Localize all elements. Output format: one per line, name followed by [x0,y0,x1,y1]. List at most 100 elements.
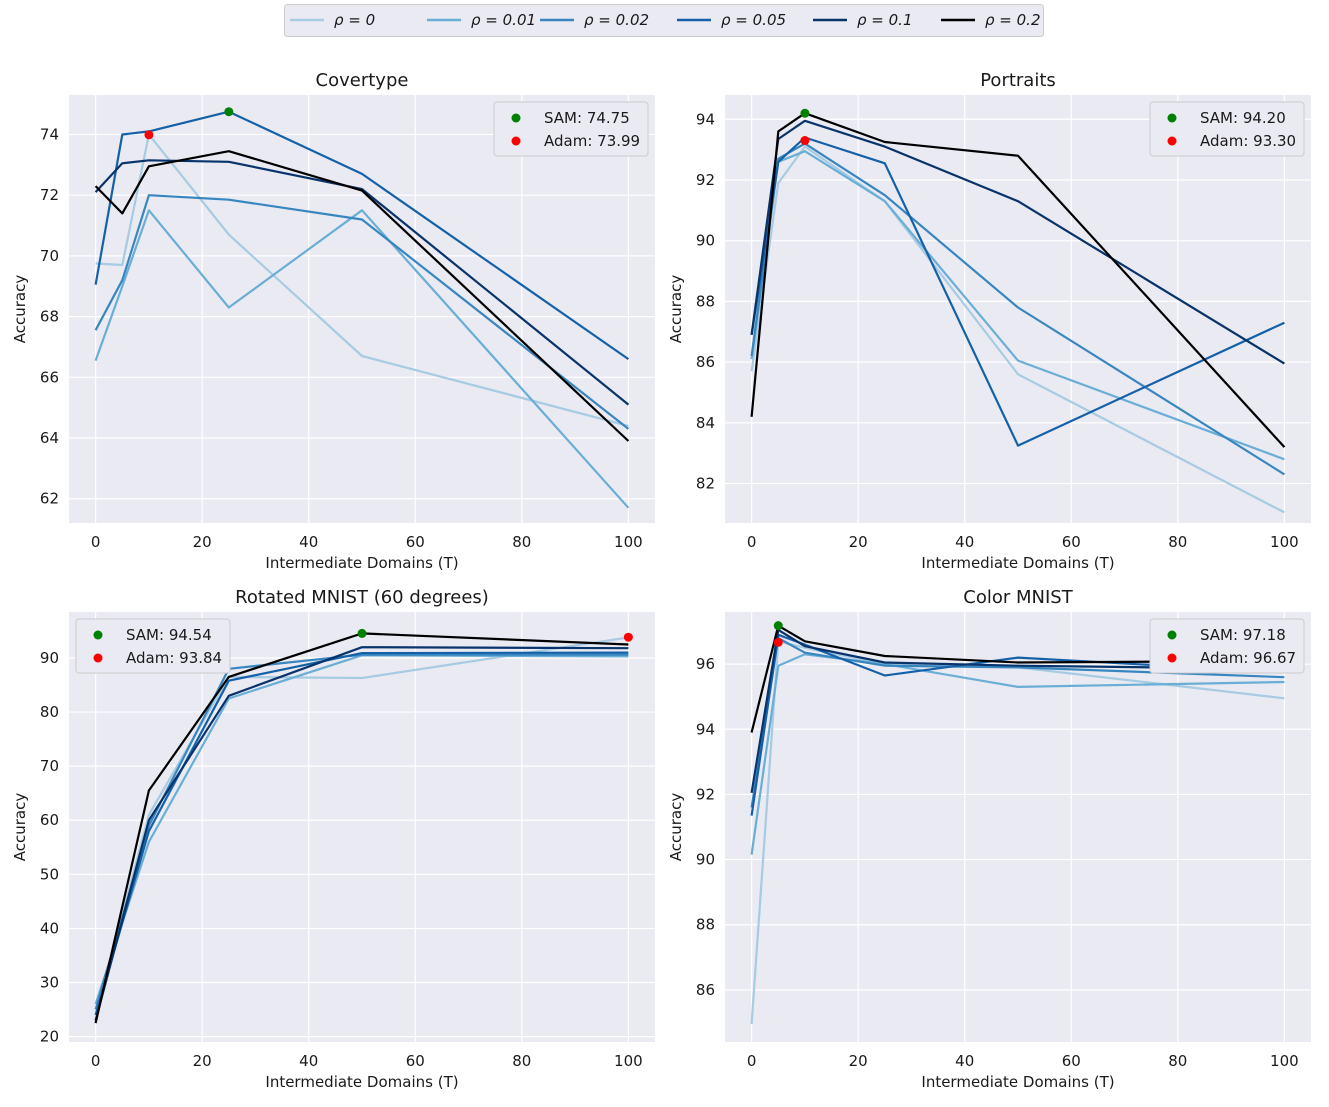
x-axis-label: Intermediate Domains (T) [921,1073,1114,1091]
series-line-0-01 [94,209,630,509]
y-tick-label: 68 [40,308,59,326]
y-tick-label: 90 [696,232,715,250]
adam-marker [800,136,810,146]
y-axis-label: Accuracy [11,275,29,344]
sam-legend-label: SAM: 97.18 [1200,626,1286,644]
y-tick-label: 88 [696,916,715,934]
y-tick-label: 74 [40,125,59,143]
y-tick-label: 88 [696,292,715,310]
adam-marker [773,637,783,647]
x-tick-label: 80 [1168,1052,1187,1070]
x-tick-label: 100 [1270,533,1299,551]
sam-legend-label: SAM: 94.54 [126,626,212,644]
y-tick-label: 90 [40,649,59,667]
legend-label-2: ρ = 0.02 [584,11,649,29]
panel-legend: SAM: 94.20 Adam: 93.30 [1149,101,1305,157]
adam-legend-marker [511,136,521,146]
series-line-0-1 [94,159,630,406]
y-tick-label: 86 [696,353,715,371]
legend-label-0: ρ = 0 [334,11,375,29]
x-tick-label: 40 [299,533,318,551]
y-tick-label: 82 [696,475,715,493]
chart-panel-rotated-mnist-60-degrees: 0 20 40 60 80 100 20 30 40 50 60 70 80 90 Rotated MNIS… [11,587,655,1091]
x-tick-label: 40 [299,1052,318,1070]
y-tick-label: 92 [696,171,715,189]
series-line-0 [95,133,629,427]
x-tick-label: 100 [1270,1052,1299,1070]
panel-legend-frame [493,101,649,157]
series-line-0-2 [94,150,630,442]
x-tick-label: 80 [1168,533,1187,551]
y-tick-label: 96 [696,655,715,673]
series-line-0-2 [750,624,1285,733]
sam-legend-marker [511,113,521,123]
y-tick-label: 20 [40,1028,59,1046]
y-tick-label: 62 [40,490,59,508]
panel-legend-frame [75,618,231,674]
panel-legend: SAM: 74.75 Adam: 73.99 [493,101,649,157]
y-tick-label: 70 [40,757,59,775]
series-line-0 [750,640,1285,1025]
x-tick-label: 100 [614,533,643,551]
x-tick-label: 60 [1062,533,1081,551]
series-line-0 [750,145,1285,514]
x-tick-label: 20 [193,1052,212,1070]
x-tick-label: 0 [747,533,757,551]
sam-legend-marker [93,630,103,640]
sam-legend-label: SAM: 94.20 [1200,109,1286,127]
chart-title: Rotated MNIST (60 degrees) [235,587,489,608]
x-tick-label: 40 [955,533,974,551]
x-tick-label: 60 [406,533,425,551]
adam-marker [144,130,154,140]
x-tick-label: 0 [91,1052,101,1070]
legend-label-3: ρ = 0.05 [721,11,786,29]
chart-panel-covertype: 0 20 40 60 80 100 62 64 66 68 70 72 74 Covertype Inter… [11,70,655,572]
y-axis-label: Accuracy [667,793,685,862]
adam-legend-label: Adam: 73.99 [544,132,640,150]
plot-area [69,612,655,1042]
y-tick-label: 80 [40,703,59,721]
chart-title: Portraits [980,70,1056,91]
series-line-0-05 [750,633,1285,816]
legend-frame [284,4,1044,37]
x-tick-label: 100 [614,1052,643,1070]
y-tick-label: 50 [40,865,59,883]
y-tick-label: 90 [696,851,715,869]
panel-legend-frame [1149,618,1305,674]
adam-legend-label: Adam: 93.84 [126,649,222,667]
x-tick-label: 40 [955,1052,974,1070]
x-axis-label: Intermediate Domains (T) [265,1073,458,1091]
sam-legend-marker [1167,630,1177,640]
y-axis-label: Accuracy [667,275,685,344]
sam-marker [773,621,783,631]
sam-legend-marker [1167,113,1177,123]
series-line-0-1 [750,628,1285,793]
chart-panel-portraits: 0 20 40 60 80 100 82 84 86 88 90 92 94 Portraits Inter… [667,70,1311,572]
adam-legend-marker [93,653,103,663]
x-tick-label: 20 [193,533,212,551]
x-axis-label: Intermediate Domains (T) [265,554,458,572]
plot-area [725,95,1311,523]
adam-legend-label: Adam: 96.67 [1200,649,1296,667]
panel-legend: SAM: 94.54 Adam: 93.84 [75,618,231,674]
series-line-0-2 [94,632,629,1024]
series-line-0-2 [750,112,1286,448]
y-tick-label: 40 [40,919,59,937]
adam-legend-marker [1167,653,1177,663]
x-tick-label: 0 [91,533,101,551]
panels: 0 20 40 60 80 100 62 64 66 68 70 72 74 Covertype Inter… [11,70,1311,1091]
y-tick-label: 66 [40,368,59,386]
plot-area [725,612,1311,1042]
y-tick-label: 94 [696,110,715,128]
x-tick-label: 80 [512,1052,531,1070]
x-tick-label: 20 [849,533,868,551]
y-tick-label: 72 [40,186,59,204]
y-tick-label: 30 [40,974,59,992]
series-line-0-02 [94,194,630,430]
sam-marker [800,108,810,118]
x-axis-label: Intermediate Domains (T) [921,554,1114,572]
sam-marker [357,628,367,638]
sam-marker [224,107,234,117]
chart-title: Covertype [316,70,409,91]
